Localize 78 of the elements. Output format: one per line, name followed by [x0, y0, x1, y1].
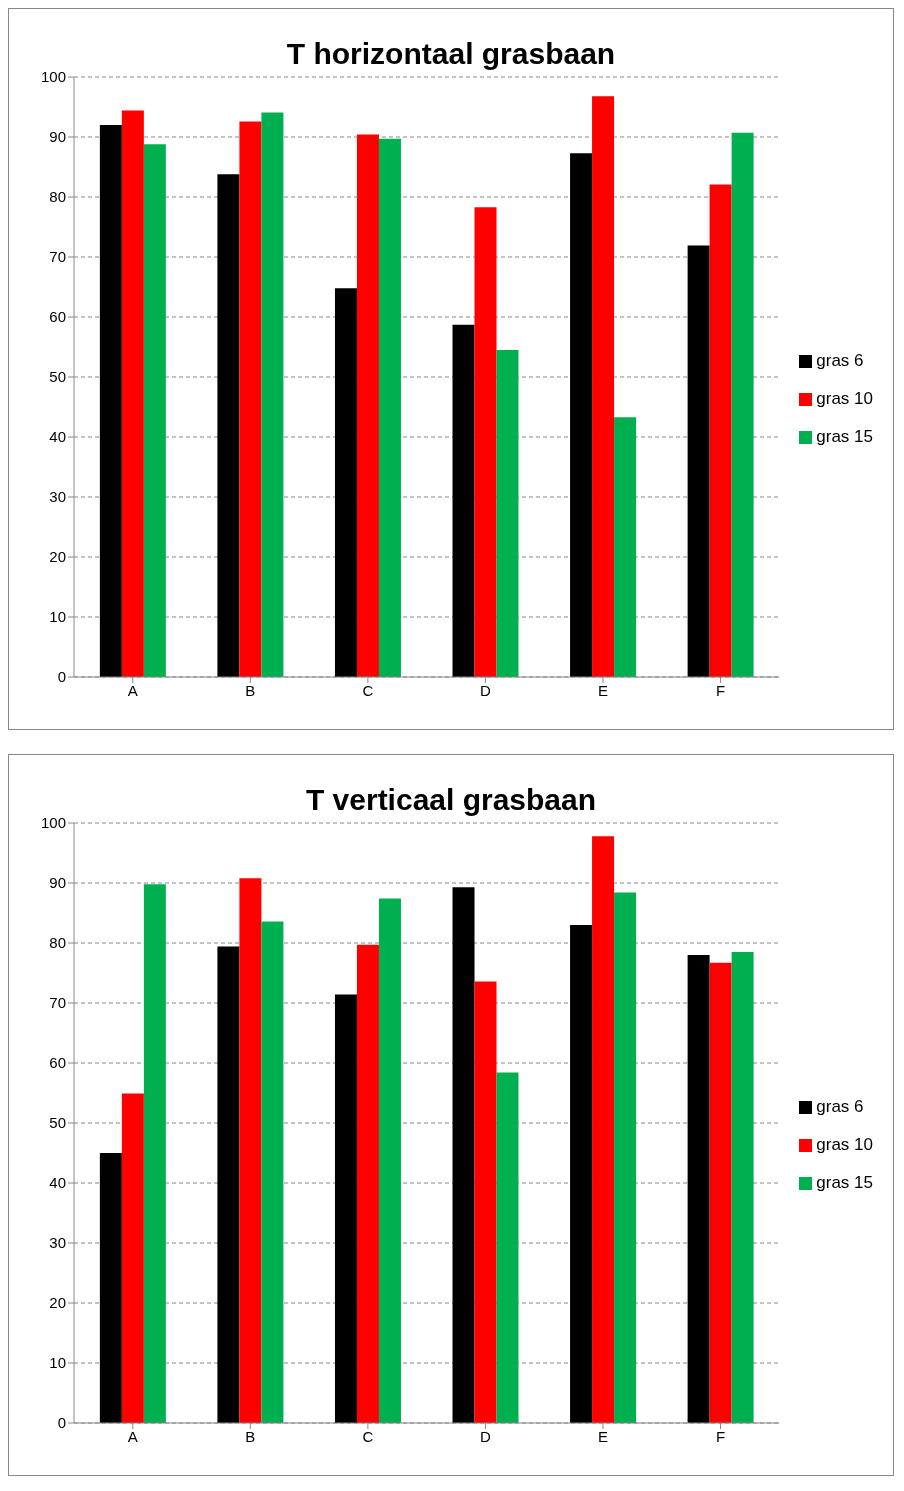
y-tick-label: 10 [49, 608, 66, 626]
bar [356, 134, 379, 677]
x-tick-label: A [127, 681, 138, 699]
bar [239, 878, 262, 1423]
bar [99, 1153, 122, 1423]
bar [709, 962, 732, 1423]
bar [334, 994, 357, 1423]
bar [687, 955, 710, 1423]
x-tick-label: F [715, 681, 726, 699]
legend-label: gras 15 [816, 427, 873, 446]
legend-label: gras 15 [816, 1173, 873, 1192]
x-tick-label: E [597, 1427, 608, 1445]
x-tick-label: D [480, 1427, 491, 1445]
x-tick-label: E [597, 681, 608, 699]
legend-label: gras 6 [816, 351, 864, 370]
x-tick-label: B [245, 1427, 256, 1445]
y-tick-label: 80 [49, 934, 66, 952]
bar [121, 1093, 144, 1423]
y-tick-label: 50 [49, 1114, 66, 1132]
chart-title: T horizontaal grasbaan [286, 37, 616, 70]
y-tick-label: 30 [49, 488, 66, 506]
chart-title: T verticaal grasbaan [305, 783, 597, 816]
x-tick-label: F [715, 1427, 726, 1445]
bar [334, 288, 357, 677]
legend-label: gras 6 [816, 1097, 864, 1116]
x-tick-label: D [480, 681, 491, 699]
bar [356, 944, 379, 1423]
bar [614, 892, 637, 1423]
y-tick-label: 60 [49, 1054, 66, 1072]
bar [143, 884, 166, 1423]
bar [378, 138, 401, 677]
y-tick-label: 0 [57, 1414, 66, 1432]
y-tick-label: 40 [49, 428, 66, 446]
y-tick-label: 40 [49, 1174, 66, 1192]
bar [452, 887, 475, 1423]
bar [614, 417, 637, 677]
y-tick-label: 50 [49, 368, 66, 386]
bar [217, 174, 240, 677]
bar [731, 132, 754, 677]
bar [217, 946, 240, 1423]
y-tick-label: 80 [49, 188, 66, 206]
y-tick-label: 20 [49, 548, 66, 566]
bar [378, 898, 401, 1423]
y-tick-label: 30 [49, 1234, 66, 1252]
bar [709, 184, 732, 677]
y-tick-label: 100 [40, 814, 66, 832]
x-tick-label: C [362, 1427, 374, 1445]
y-tick-label: 60 [49, 308, 66, 326]
bar [570, 925, 593, 1423]
bar [592, 96, 615, 677]
y-tick-label: 90 [49, 874, 66, 892]
x-tick-label: A [127, 1427, 138, 1445]
bar [474, 981, 497, 1423]
bar [592, 836, 615, 1423]
bar [261, 921, 284, 1423]
bar [452, 324, 475, 677]
bar [731, 952, 754, 1423]
bar [570, 153, 593, 677]
y-tick-label: 70 [49, 994, 66, 1012]
legend-label: gras 10 [816, 1135, 873, 1154]
y-tick-label: 0 [57, 668, 66, 686]
bar [474, 207, 497, 677]
y-tick-label: 100 [40, 68, 66, 86]
bar [496, 1072, 519, 1423]
bar [99, 125, 122, 677]
legend-label: gras 10 [816, 389, 873, 408]
y-tick-label: 70 [49, 248, 66, 266]
bar [496, 350, 519, 677]
y-tick-label: 90 [49, 128, 66, 146]
x-tick-label: C [362, 681, 374, 699]
bar [239, 121, 262, 677]
bar [687, 245, 710, 677]
bar [121, 110, 144, 677]
x-tick-label: B [245, 681, 256, 699]
bar [261, 112, 284, 677]
bar [143, 144, 166, 677]
y-tick-label: 20 [49, 1294, 66, 1312]
y-tick-label: 10 [49, 1354, 66, 1372]
